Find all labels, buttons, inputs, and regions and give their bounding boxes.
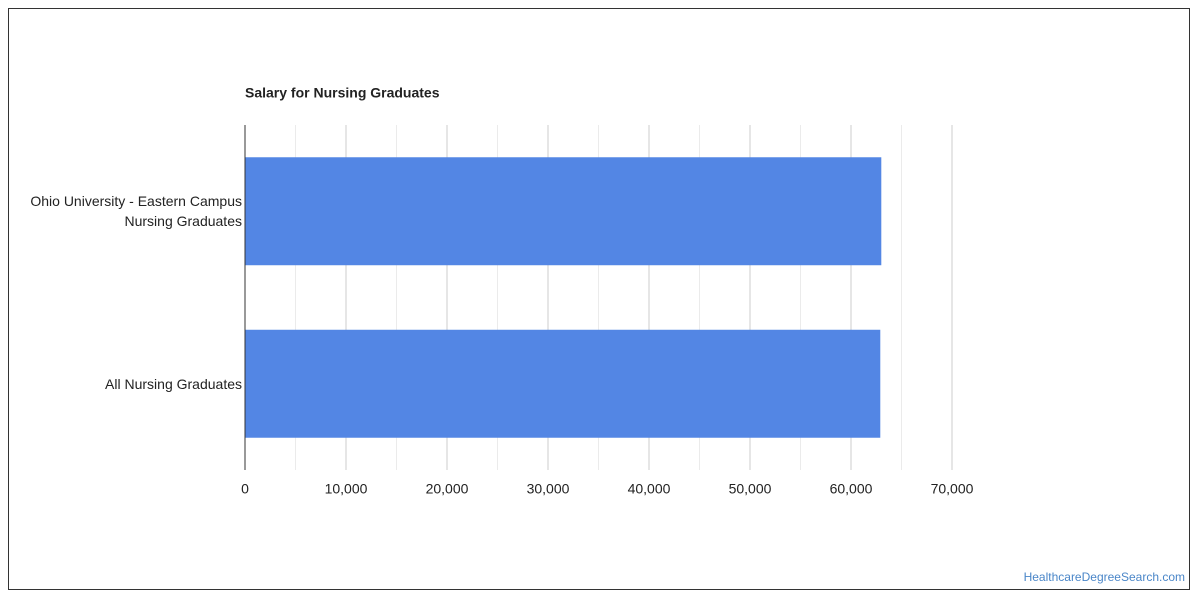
bar xyxy=(245,329,881,438)
x-tick-label: 40,000 xyxy=(628,481,671,497)
source: HealthcareDegreeSearch.com xyxy=(1024,570,1185,584)
chart-title: Salary for Nursing Graduates xyxy=(245,85,440,101)
x-tick-label: 10,000 xyxy=(325,481,368,497)
x-tick-label: 60,000 xyxy=(830,481,873,497)
y-tick-label: All Nursing Graduates xyxy=(105,375,242,392)
y-tick-label: Ohio University - Eastern Campus Nursing… xyxy=(30,193,242,230)
x-tick-label: 70,000 xyxy=(931,481,974,497)
x-tick-label: 0 xyxy=(241,481,249,497)
bar xyxy=(245,157,882,266)
x-tick-label: 20,000 xyxy=(426,481,469,497)
x-tick-label: 50,000 xyxy=(729,481,772,497)
x-tick-label: 30,000 xyxy=(527,481,570,497)
